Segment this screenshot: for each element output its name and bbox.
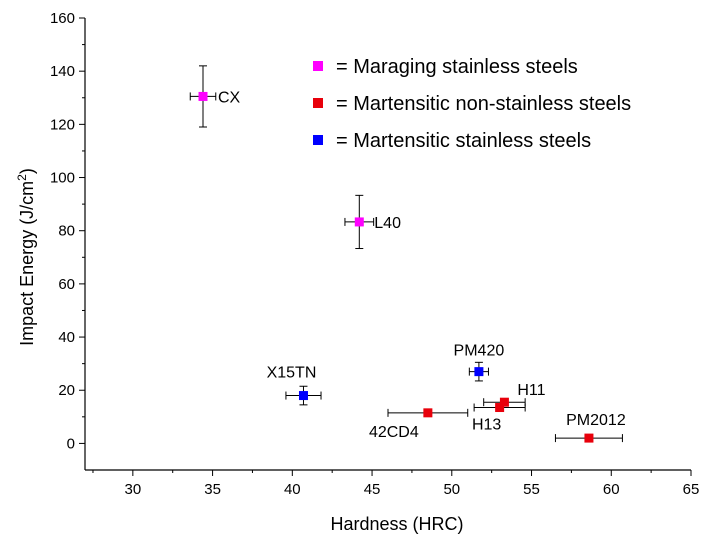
- y-tick-label: 80: [58, 223, 75, 240]
- point-label-pm420: PM420: [454, 343, 505, 360]
- point-label-x15tn: X15TN: [267, 365, 317, 382]
- y-tick-label: 0: [67, 435, 75, 452]
- x-tick-label: 50: [443, 481, 460, 498]
- y-tick-label: 40: [58, 329, 75, 346]
- legend-entry: = Martensitic stainless steels: [336, 130, 591, 152]
- y-tick-label: 140: [50, 63, 75, 80]
- legend-swatch: [313, 61, 323, 71]
- x-axis-title: Hardness (HRC): [330, 514, 463, 534]
- data-points: [198, 91, 594, 443]
- y-tick-label: 160: [50, 10, 75, 27]
- y-tick-label: 120: [50, 116, 75, 133]
- point-cx: [198, 91, 208, 101]
- y-axis-title: Impact Energy (J/cm2): [15, 168, 37, 346]
- point-label-cx: CX: [218, 89, 241, 106]
- x-tick-label: 60: [603, 481, 620, 498]
- point-h13: [495, 403, 505, 413]
- point-h11: [499, 397, 509, 407]
- legend: = Maraging stainless steels = Martensitic…: [313, 56, 631, 152]
- y-tick-label: 100: [50, 170, 75, 187]
- x-tick-label: 45: [364, 481, 381, 498]
- x-tick-label: 65: [683, 481, 700, 498]
- x-tick-label: 35: [204, 481, 221, 498]
- x-tick-label: 55: [523, 481, 540, 498]
- point-label-l40: L40: [374, 215, 401, 232]
- point-label-42cd4: 42CD4: [369, 424, 419, 441]
- y-tick-label: 20: [58, 382, 75, 399]
- y-tick-label: 60: [58, 276, 75, 293]
- legend-swatch: [313, 98, 323, 108]
- point-42cd4: [423, 408, 433, 418]
- point-labels: CX L40 42CD4 H13 H11 PM2012 X15TN PM420: [218, 89, 626, 440]
- x-tick-label: 30: [124, 481, 141, 498]
- legend-entry: = Maraging stainless steels: [336, 56, 578, 78]
- error-bars: [189, 65, 623, 443]
- point-label-pm2012: PM2012: [566, 412, 626, 429]
- point-label-h13: H13: [472, 417, 501, 434]
- point-pm2012: [584, 433, 594, 443]
- axes: 30 35 40 45 50 55 60 65 0 20 40 60 80 100 120 140 160: [50, 10, 699, 498]
- point-x15tn: [298, 391, 308, 401]
- point-label-h11: H11: [517, 382, 545, 399]
- legend-entry: = Martensitic non-stainless steels: [336, 93, 631, 115]
- point-l40: [354, 217, 364, 227]
- point-pm420: [474, 367, 484, 377]
- x-tick-label: 40: [284, 481, 301, 498]
- legend-swatch: [313, 135, 323, 145]
